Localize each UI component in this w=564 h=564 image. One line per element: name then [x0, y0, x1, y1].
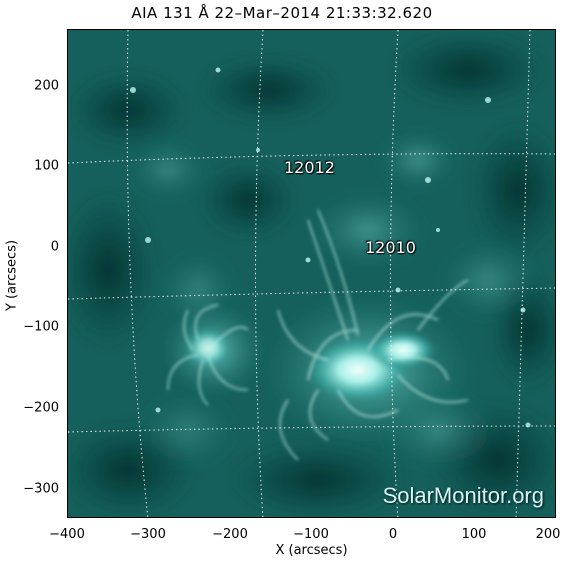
corona-texture [68, 30, 555, 517]
active-region-label: 12012 [284, 158, 335, 177]
y-tick-label: −100 [23, 319, 59, 335]
y-tick-label: −300 [23, 481, 59, 497]
x-tick-label: 200 [535, 527, 561, 542]
y-tick-label: 0 [50, 239, 59, 255]
solar-image [68, 30, 555, 517]
active-region-label: 12010 [365, 238, 416, 257]
x-tick-label: 100 [461, 527, 487, 542]
bright-points [130, 67, 531, 428]
heliographic-grid [68, 30, 555, 517]
bright-region-core [258, 209, 478, 461]
y-tick-label: −200 [23, 400, 59, 416]
x-tick-label: −400 [49, 527, 85, 542]
y-tick-label: 200 [34, 78, 59, 94]
x-tick-label: −300 [130, 527, 166, 542]
solar-image-frame [67, 29, 556, 518]
x-tick-label: −200 [212, 527, 248, 542]
bright-region-west [158, 300, 268, 406]
x-tick-label: −100 [293, 527, 329, 542]
y-tick-label: 100 [34, 158, 59, 174]
plot-title: AIA 131 Å 22–Mar–2014 21:33:32.620 [131, 4, 433, 22]
watermark: SolarMonitor.org [382, 483, 544, 508]
x-axis-label: X (arcsecs) [275, 543, 348, 558]
x-tick-label: 0 [388, 527, 398, 542]
